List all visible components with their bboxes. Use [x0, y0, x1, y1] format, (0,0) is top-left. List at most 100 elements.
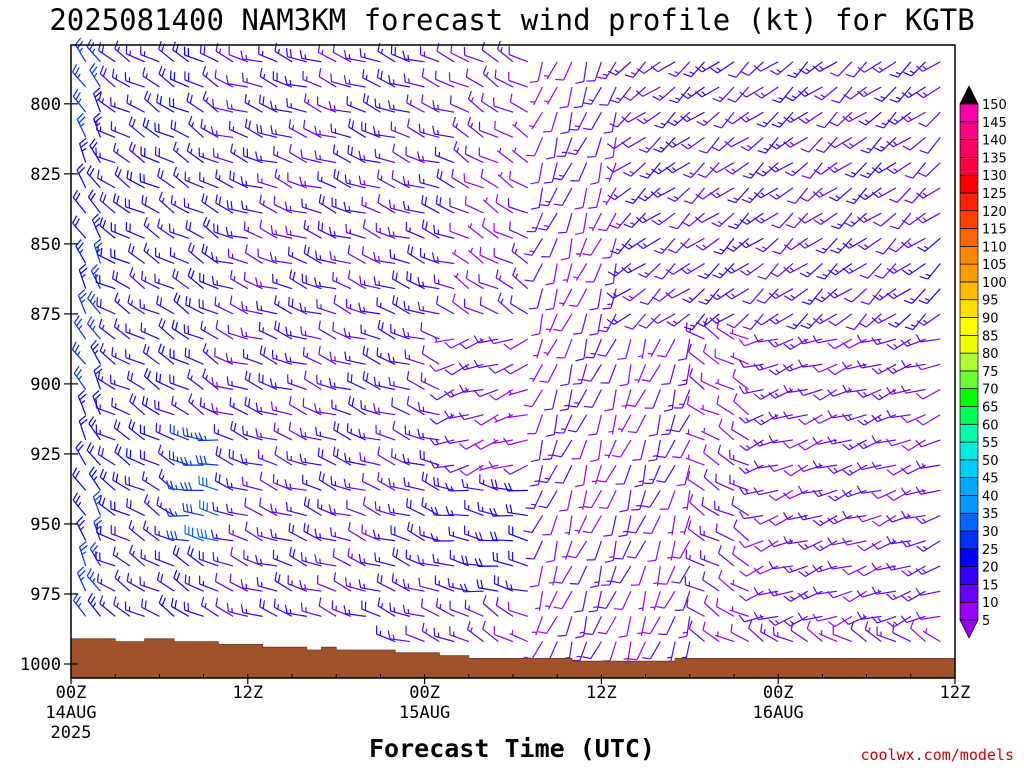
- barb-feather: [98, 42, 102, 51]
- barb-feather: [663, 408, 673, 412]
- wind-barb: [604, 540, 617, 563]
- barb-feather: [886, 386, 892, 395]
- barb-shaft: [700, 430, 720, 441]
- wind-barb: [271, 349, 293, 365]
- wind-barb: [873, 212, 897, 227]
- barb-feather: [117, 168, 122, 178]
- barb-half-feather: [530, 503, 536, 506]
- barb-feather: [901, 510, 907, 519]
- barb-shaft: [748, 627, 764, 643]
- barb-feather: [768, 619, 776, 626]
- barb-feather: [345, 223, 348, 233]
- wind-barb: [530, 86, 544, 106]
- wind-barb: [474, 414, 499, 426]
- barb-feather: [75, 440, 82, 449]
- barb-feather: [89, 293, 96, 302]
- wind-barb: [856, 514, 882, 523]
- barb-half-feather: [259, 155, 263, 161]
- wind-barb: [215, 446, 234, 466]
- barb-half-feather: [395, 578, 398, 584]
- barb-feather: [199, 44, 202, 54]
- barb-feather: [753, 363, 760, 371]
- barb-shaft: [272, 536, 293, 542]
- barb-feather: [284, 201, 288, 211]
- wind-barb: [812, 540, 838, 552]
- wind-barb: [589, 313, 602, 336]
- barb-feather: [131, 118, 136, 128]
- barb-feather: [813, 394, 821, 401]
- barb-shaft: [867, 263, 882, 279]
- barb-half-feather: [880, 145, 885, 149]
- wind-barb: [198, 147, 219, 164]
- barb-shaft: [877, 489, 897, 500]
- barb-shaft: [155, 255, 175, 265]
- barb-shaft: [861, 489, 882, 494]
- barb-shaft: [229, 581, 249, 592]
- barb-feather: [169, 507, 174, 517]
- barb-half-feather: [215, 533, 218, 539]
- wind-barb: [345, 298, 366, 315]
- barb-feather: [553, 606, 563, 610]
- barb-shaft: [657, 187, 676, 198]
- barb-feather: [97, 445, 101, 455]
- barb-feather: [170, 480, 174, 490]
- barb-shaft: [479, 254, 499, 265]
- barb-shaft: [435, 363, 455, 372]
- wind-barb: [886, 262, 912, 275]
- barb-shaft: [243, 433, 263, 441]
- barb-half-feather: [245, 205, 248, 210]
- barb-shaft: [597, 439, 602, 460]
- barb-shaft: [582, 187, 588, 208]
- barb-half-feather: [748, 172, 754, 176]
- barb-shaft: [110, 382, 131, 391]
- barb-feather: [553, 177, 562, 181]
- barb-shaft: [847, 489, 867, 498]
- barb-feather: [362, 496, 366, 506]
- barb-shaft: [155, 281, 175, 290]
- barb-feather: [900, 415, 908, 423]
- barb-feather: [300, 552, 303, 561]
- wind-barb: [489, 507, 514, 517]
- wind-barb: [302, 70, 322, 88]
- barb-shaft: [480, 176, 499, 189]
- barb-feather: [503, 343, 511, 350]
- wind-barb: [99, 191, 116, 214]
- wind-barb: [328, 378, 352, 391]
- wind-barb: [845, 61, 868, 78]
- wind-barb: [493, 222, 514, 239]
- barb-half-feather: [530, 101, 536, 103]
- wind-barb: [388, 376, 410, 391]
- wind-barb: [198, 475, 219, 491]
- barb-feather: [87, 189, 94, 198]
- wind-barb: [114, 443, 131, 466]
- barb-half-feather: [645, 146, 650, 150]
- barb-shaft: [568, 364, 573, 385]
- barb-shaft: [546, 338, 558, 357]
- wind-barb: [724, 136, 750, 148]
- barb-feather: [173, 166, 178, 176]
- barb-shaft: [421, 505, 440, 517]
- barb-feather: [488, 394, 497, 401]
- barb-half-feather: [80, 526, 85, 531]
- barb-feather: [742, 326, 752, 330]
- barb-shaft: [200, 328, 219, 340]
- barb-feather: [302, 347, 305, 356]
- barb-feather: [476, 579, 480, 588]
- barb-half-feather: [848, 444, 854, 449]
- barb-half-feather: [819, 218, 825, 223]
- wind-barb: [127, 243, 146, 264]
- barb-feather: [392, 420, 396, 430]
- barb-feather: [74, 37, 82, 46]
- barb-feather: [97, 169, 100, 179]
- wind-barb: [768, 435, 794, 444]
- barb-feather: [606, 318, 615, 325]
- barb-shaft: [390, 108, 410, 113]
- wind-barb: [72, 492, 87, 516]
- wind-barb: [417, 301, 440, 315]
- wind-barb: [330, 73, 352, 88]
- barb-feather: [112, 193, 117, 202]
- barb-half-feather: [393, 381, 395, 387]
- wind-barb: [198, 298, 219, 315]
- barb-shaft: [819, 388, 838, 401]
- barb-shaft: [78, 143, 87, 163]
